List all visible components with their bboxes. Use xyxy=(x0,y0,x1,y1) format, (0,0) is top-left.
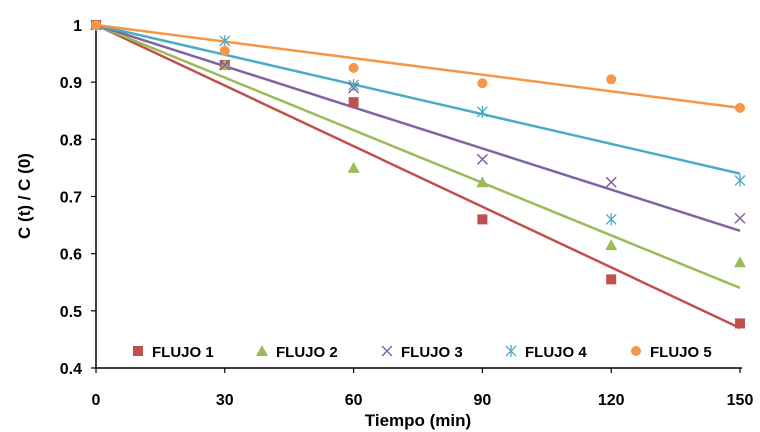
legend-label-flujo-3: FLUJO 3 xyxy=(401,344,463,361)
data-point-flujo-4 xyxy=(605,213,617,226)
data-point-flujo-5 xyxy=(219,45,230,56)
trendline-flujo-4 xyxy=(95,23,741,175)
x-axis-title: Tiempo (min) xyxy=(365,411,471,430)
trendlines xyxy=(95,23,741,330)
y-tick-label: 0.6 xyxy=(60,247,82,264)
data-point-flujo-2 xyxy=(605,239,618,251)
legend-label-flujo-4: FLUJO 4 xyxy=(525,344,587,361)
y-tick-label: 0.9 xyxy=(60,75,82,92)
x-tick-label: 60 xyxy=(345,392,363,409)
axes: 0.4 0.5 0.6 0.7 0.8 0.9 1 0 30 60 90 120 150 xyxy=(60,18,754,409)
data-point-flujo-2 xyxy=(734,256,746,268)
data-point-flujo-4 xyxy=(734,174,746,187)
trendline-flujo-3 xyxy=(95,23,741,232)
trendline-flujo-5 xyxy=(95,23,741,110)
legend-marker-flujo-5 xyxy=(631,346,641,356)
data-point-flujo-4 xyxy=(476,105,488,118)
y-tick-label: 0.5 xyxy=(60,304,82,321)
data-point-flujo-5 xyxy=(735,102,745,113)
data-point-flujo-3 xyxy=(476,153,488,165)
data-point-flujo-3 xyxy=(219,59,231,71)
legend-label-flujo-2: FLUJO 2 xyxy=(276,344,338,361)
legend-marker-flujo-1 xyxy=(133,346,143,356)
data-point-flujo-5 xyxy=(91,20,101,30)
data-point-flujo-5 xyxy=(606,74,617,85)
y-tick-label: 0.8 xyxy=(60,132,82,149)
legend-marker-flujo-2 xyxy=(256,345,268,356)
x-tick-label: 120 xyxy=(598,392,625,409)
legend: FLUJO 1 FLUJO 2 FLUJO 3 FLUJO 4 FLUJO 5 xyxy=(133,344,712,361)
trendline-flujo-2 xyxy=(95,23,741,290)
y-tick-label: 1 xyxy=(73,18,82,35)
data-point-flujo-4 xyxy=(348,79,360,92)
legend-marker-flujo-4 xyxy=(505,345,517,357)
y-axis-title: C (t) / C (0) xyxy=(15,153,34,239)
y-tick-label: 0.7 xyxy=(60,190,82,207)
data-point-flujo-1 xyxy=(735,318,745,329)
x-tick-label: 0 xyxy=(92,392,101,409)
data-point-flujo-1 xyxy=(477,214,488,225)
data-point-flujo-5 xyxy=(348,62,359,73)
data-point-flujo-1 xyxy=(606,274,617,285)
x-tick-label: 150 xyxy=(727,392,754,409)
legend-label-flujo-1: FLUJO 1 xyxy=(152,344,214,361)
data-markers xyxy=(90,19,746,329)
data-point-flujo-3 xyxy=(605,176,617,188)
legend-marker-flujo-3 xyxy=(381,345,393,357)
y-tick-label: 0.4 xyxy=(60,361,82,378)
data-point-flujo-3 xyxy=(734,212,746,224)
trendline-flujo-1 xyxy=(95,23,741,330)
data-point-flujo-4 xyxy=(219,35,231,48)
data-point-flujo-5 xyxy=(477,78,488,89)
legend-label-flujo-5: FLUJO 5 xyxy=(650,344,712,361)
data-point-flujo-2 xyxy=(347,161,360,173)
x-tick-label: 90 xyxy=(474,392,492,409)
x-tick-label: 30 xyxy=(216,392,234,409)
data-point-flujo-1 xyxy=(348,97,359,108)
data-point-flujo-2 xyxy=(476,176,489,188)
